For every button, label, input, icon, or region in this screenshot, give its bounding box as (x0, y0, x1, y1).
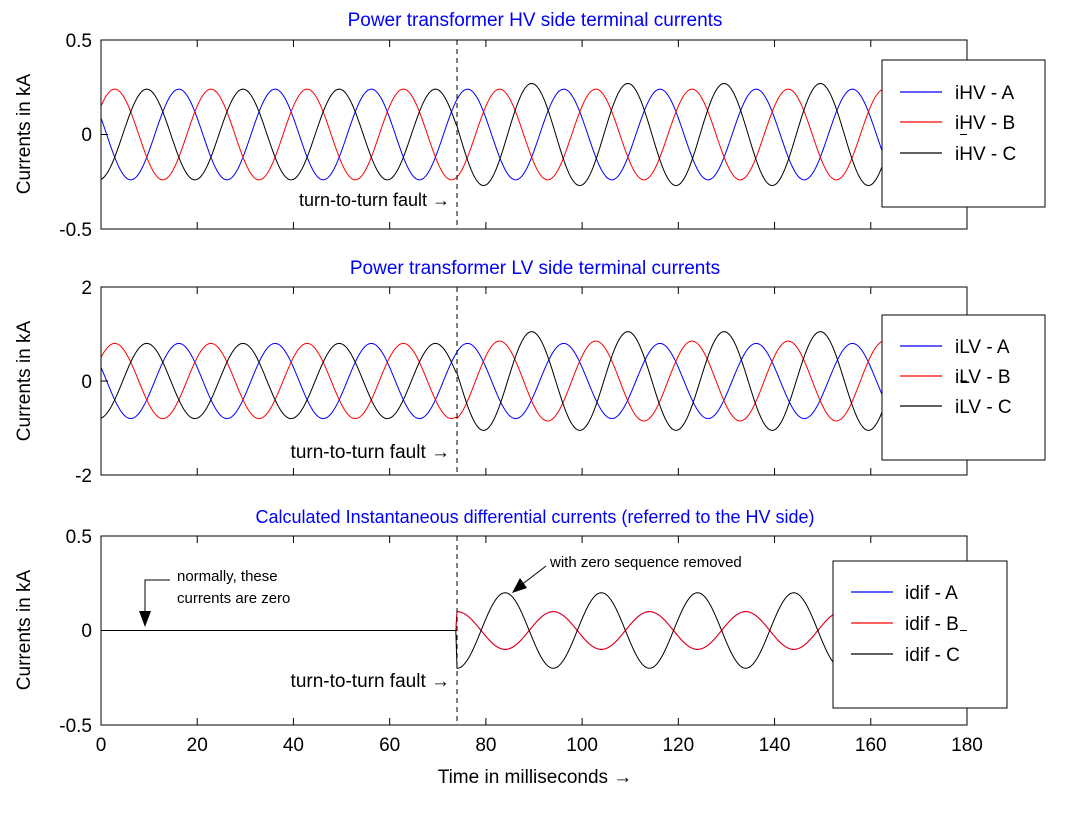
xtick-label-40: 40 (283, 735, 304, 756)
xtick-label-120: 120 (662, 735, 694, 756)
hv-legend-label-a: iHV - A (955, 83, 1014, 104)
hv-legend-label-c: iHV - C (955, 144, 1016, 165)
dif-series-layer (101, 592, 968, 669)
hv-ytick-bottom: -0.5 (59, 220, 92, 241)
x-axis-ticks (100, 39, 968, 726)
annotation-normally-zero: normally, these currents are zero (139, 568, 290, 627)
dif-ytick-top: 0.5 (66, 527, 92, 548)
x-axis-label: Time in milliseconds → (438, 767, 633, 788)
dif-panel-title: Calculated Instantaneous differential cu… (256, 507, 815, 527)
hv-ytick-mid: 0 (81, 125, 92, 146)
annotation-normally-zero-arrowhead (139, 611, 151, 627)
lv-fault-label: turn-to-turn fault → (291, 442, 450, 463)
annotation-zero-sequence-arrowhead (512, 578, 527, 593)
lv-series-layer (100, 331, 968, 431)
dif-legend-label-c: idif - C (905, 645, 960, 666)
x-axis-tick-labels: 0 20 40 60 80 100 120 140 160 180 (96, 735, 983, 756)
hv-ylabel: Currents in kA (14, 73, 35, 194)
hv-legend: iHV - A iHV - B iHV - C (881, 59, 1046, 208)
hv-series-layer (100, 82, 968, 187)
dif-ytick-mid: 0 (81, 621, 92, 642)
annotation-zero-sequence: with zero sequence removed (512, 554, 742, 593)
lv-plot-frame (100, 286, 968, 476)
xtick-label-0: 0 (96, 735, 107, 756)
lv-panel-title: Power transformer LV side terminal curre… (350, 258, 720, 279)
hv-fault-label: turn-to-turn fault → (299, 190, 450, 210)
hv-currents-panel: Power transformer HV side terminal curre… (14, 10, 1046, 241)
hv-series-line-b (100, 88, 968, 181)
xtick-label-20: 20 (187, 735, 208, 756)
lv-legend-label-b: iLV - B (955, 367, 1011, 388)
lv-legend-box (881, 314, 1046, 461)
lv-ytick-top: 2 (81, 278, 92, 299)
hv-plot-frame (100, 39, 968, 230)
hv-series-line-a (100, 88, 968, 181)
hv-y-axis: 0.5 0 -0.5 (59, 31, 92, 241)
xtick-label-140: 140 (759, 735, 791, 756)
annotation-zero-sequence-text: with zero sequence removed (549, 554, 742, 571)
xtick-label-80: 80 (475, 735, 496, 756)
xtick-label-160: 160 (855, 735, 887, 756)
dif-legend-box (832, 560, 1008, 709)
dif-legend: idif - A idif - B idif - C (832, 560, 1008, 709)
annotation-normally-zero-leader (144, 579, 170, 618)
lv-series-line-c (100, 331, 968, 431)
dif-legend-label-b: idif - B (905, 614, 959, 635)
hv-legend-label-b: iHV - B (955, 113, 1015, 134)
lv-series-line-b (100, 340, 968, 422)
lv-ytick-bottom: -2 (75, 466, 92, 487)
xtick-label-60: 60 (379, 735, 400, 756)
dif-series-line-c (101, 592, 968, 669)
annotation-zero-sequence-leader (519, 565, 547, 587)
annotation-normally-zero-line2: currents are zero (177, 590, 290, 607)
dif-ylabel: Currents in kA (14, 569, 35, 690)
dif-fault-label: turn-to-turn fault → (291, 671, 450, 692)
hv-series-line-c (100, 82, 968, 187)
differential-currents-panel: Calculated Instantaneous differential cu… (14, 507, 1008, 737)
dif-legend-label-a: idif - A (905, 583, 958, 604)
xtick-label-180: 180 (951, 735, 983, 756)
dif-y-axis: 0.5 0 -0.5 (59, 527, 92, 737)
lv-series-line-a (100, 342, 968, 420)
dif-ytick-bottom: -0.5 (59, 716, 92, 737)
hv-ytick-top: 0.5 (66, 31, 92, 52)
annotation-normally-zero-line1: normally, these (177, 568, 278, 585)
lv-legend-label-c: iLV - C (955, 397, 1012, 418)
hv-legend-box (881, 59, 1046, 208)
lv-ylabel: Currents in kA (14, 320, 35, 441)
lv-currents-panel: Power transformer LV side terminal curre… (14, 258, 1046, 487)
lv-legend-label-a: iLV - A (955, 337, 1010, 358)
hv-panel-title: Power transformer HV side terminal curre… (348, 10, 723, 31)
lv-legend: iLV - A iLV - B iLV - C (881, 314, 1046, 461)
xtick-label-100: 100 (566, 735, 598, 756)
lv-ytick-mid: 0 (81, 372, 92, 393)
lv-y-axis: 2 0 -2 (75, 278, 92, 487)
